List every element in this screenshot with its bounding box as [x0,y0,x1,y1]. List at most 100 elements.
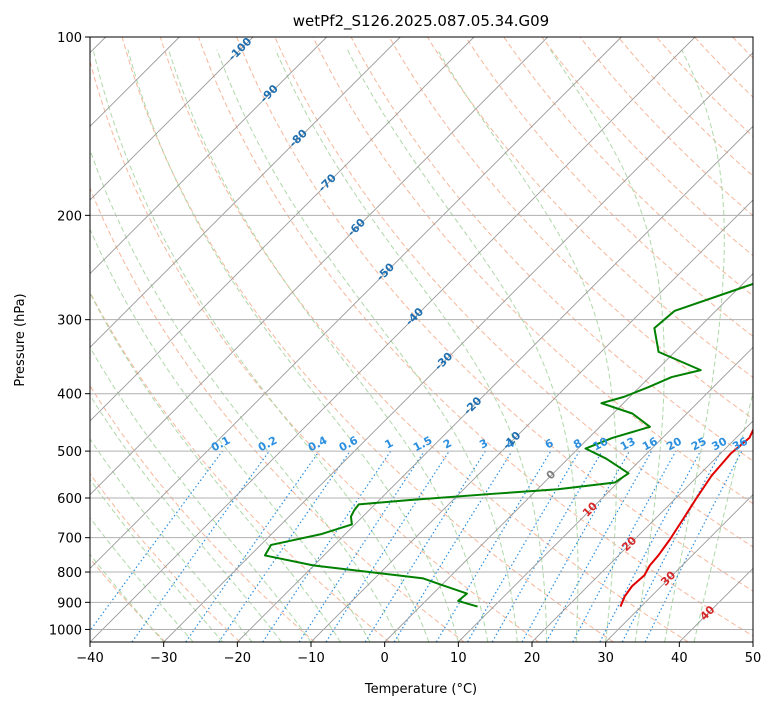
dry-adiabat-line [541,37,753,257]
mixing-ratio-label: 13 [618,435,638,454]
x-tick-label: 50 [745,651,762,666]
moist-adiabat-line [90,438,253,642]
isotherm-line [605,494,753,642]
y-tick-label: 300 [57,314,82,329]
isotherm-label: -70 [316,171,339,194]
mixing-ratio-line [364,450,486,642]
isotherm-label: -20 [461,394,484,417]
mixing-ratio-line [218,450,351,642]
isotherm-line [384,273,753,642]
y-axis-label: Pressure (hPa) [13,293,28,386]
y-tick-label: 500 [57,445,82,460]
dry-adiabat-line [90,59,540,642]
mixing-ratio-label: 2 [441,436,454,451]
dry-adiabat-line [121,37,614,642]
isotherm-line [90,37,254,201]
mixing-ratio-line [185,450,320,642]
isotherm-line [458,346,753,642]
dry-adiabat-line [274,37,753,548]
axes: −40 −30 −20 −10 0 10 20 30 40 5010020030040050060… [49,31,761,666]
moist-adiabat-line [90,516,194,642]
mixing-ratio-label: 20 [664,435,684,454]
isotherm-line [679,567,753,642]
dry-adiabat-line [694,37,753,98]
temperature-line [619,427,753,607]
isotherm-line [90,37,327,275]
dry-adiabat-line [90,472,241,642]
y-tick-label: 200 [57,209,82,224]
x-tick-label: −30 [150,651,177,666]
moist-adiabat-line [90,148,400,642]
mixing-ratio-line [325,450,450,642]
dry-adiabat-line [236,37,753,592]
mixing-ratio-line [466,450,580,642]
x-tick-label: 0 [381,651,389,666]
profile-lines [263,282,753,608]
mixing-ratio-label: 10 [591,435,611,454]
moist-adiabat-line [346,49,579,642]
isotherm-label: 20 [619,534,639,554]
mixing-ratio-line [521,450,631,642]
moist-adiabat-line [693,390,753,642]
dry-adiabat-line [732,37,753,59]
mixing-ratio-line [393,450,513,642]
isotherm-label: -10 [500,429,523,452]
mixing-ratio-line [90,450,223,632]
x-tick-label: 10 [450,651,467,666]
dry-adiabat-line [159,37,689,642]
moist-adiabat-line [436,49,617,642]
mixing-ratio-label: 36 [730,435,750,454]
moist-adiabat-line [90,346,312,642]
x-tick-label: 40 [671,651,688,666]
isotherm-line [163,52,753,642]
isotherm-label: 40 [697,603,717,623]
isotherm-line [752,641,753,642]
y-tick-label: 600 [57,492,82,507]
moist-adiabat-line [92,49,430,642]
dry-adiabat-line [426,37,753,378]
isotherm-line [90,37,401,348]
mixing-ratio-label: 3 [477,436,490,451]
dry-adiabat-line [655,37,753,138]
y-tick-label: 1000 [49,623,82,638]
background-lines [90,37,753,642]
mixing-ratio-line [298,450,425,642]
plot-frame [89,36,754,643]
isotherm-label: -100 [226,35,255,64]
mixing-ratio-line [435,450,552,642]
x-tick-label: −10 [297,651,324,666]
y-tick-label: 400 [57,388,82,403]
moist-adiabat-line [274,49,548,642]
mixing-ratio-label: 6 [543,436,556,451]
isotherm-label: 0 [544,467,559,482]
moist-adiabat-line [168,49,489,642]
x-tick-label: −20 [224,651,251,666]
moist-adiabat-line [127,49,459,642]
isotherm-line [90,37,548,496]
isotherm-line [90,37,475,422]
dry-adiabat-line [579,37,753,217]
x-axis-label: Temperature (°C) [364,682,477,697]
moist-adiabat-line [90,228,371,642]
dry-adiabat-line [312,37,753,505]
mixing-ratio-line [491,450,603,642]
x-tick-label: 30 [597,651,614,666]
line-labels: 0.1 0.2 0.4 0.6 1 1.5 2 3 4 6 8 10 13 16 20 25 30 36-100-… [209,35,750,623]
isotherm-line [310,199,753,642]
isotherm-label: -50 [374,260,397,283]
mixing-ratio-line [572,450,677,642]
mixing-ratio-label: 25 [689,435,709,454]
x-tick-label: 20 [524,651,541,666]
isotherm-label: -90 [258,82,281,105]
moist-adiabat-line [216,49,518,642]
isotherm-line [531,420,753,642]
x-tick-label: −40 [76,651,103,666]
moist-adiabat-line [549,49,665,642]
isotherm-label: 10 [580,499,600,519]
dewpoint-line [263,282,753,608]
dry-adiabat-line [503,37,753,297]
mixing-ratio-line [131,450,270,642]
dry-adiabat-line [90,291,390,642]
mixing-ratio-label: 16 [640,435,660,454]
